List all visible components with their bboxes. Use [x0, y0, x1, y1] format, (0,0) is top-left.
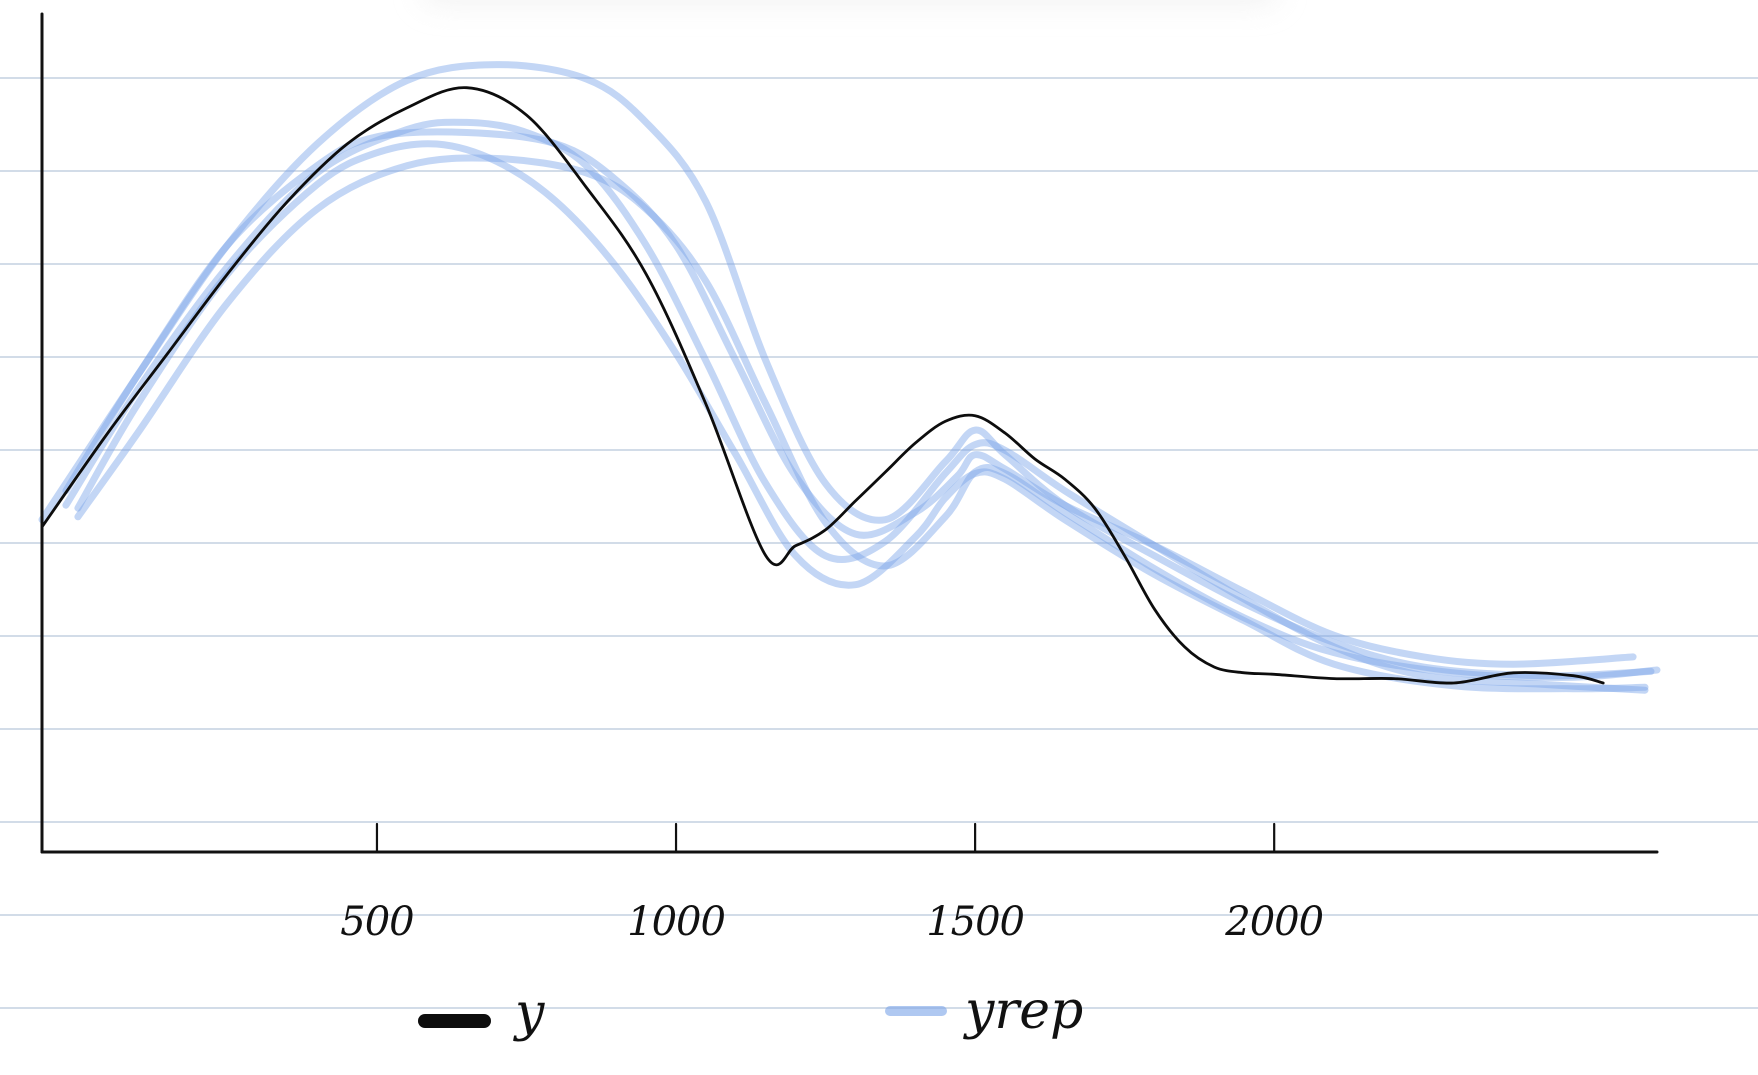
- series-yrep-line-2: [62, 128, 1637, 668]
- x-ticks: 500 1000 1500 2000: [340, 822, 1325, 945]
- series-y-line: [40, 86, 1605, 685]
- series-yrep-line-1: [38, 61, 1655, 680]
- axes: [40, 12, 1659, 854]
- x-tick-label-500: 500: [340, 899, 414, 945]
- yrep-lines: [38, 61, 1661, 694]
- x-tick-label-1000: 1000: [627, 899, 725, 945]
- legend: y yrep: [418, 981, 1083, 1043]
- series-yrep-line-4: [74, 154, 1661, 681]
- legend-label-yrep: yrep: [963, 981, 1083, 1041]
- series-yrep-line-5: [74, 140, 1649, 693]
- ruled-lines: [0, 77, 1758, 1009]
- legend-label-y: y: [513, 983, 545, 1043]
- top-shadow-band: [424, 0, 1276, 6]
- x-tick-label-2000: 2000: [1224, 899, 1323, 945]
- series-yrep-line-3: [62, 118, 1649, 694]
- y-line-group: [40, 86, 1605, 685]
- x-tick-label-1500: 1500: [926, 899, 1024, 945]
